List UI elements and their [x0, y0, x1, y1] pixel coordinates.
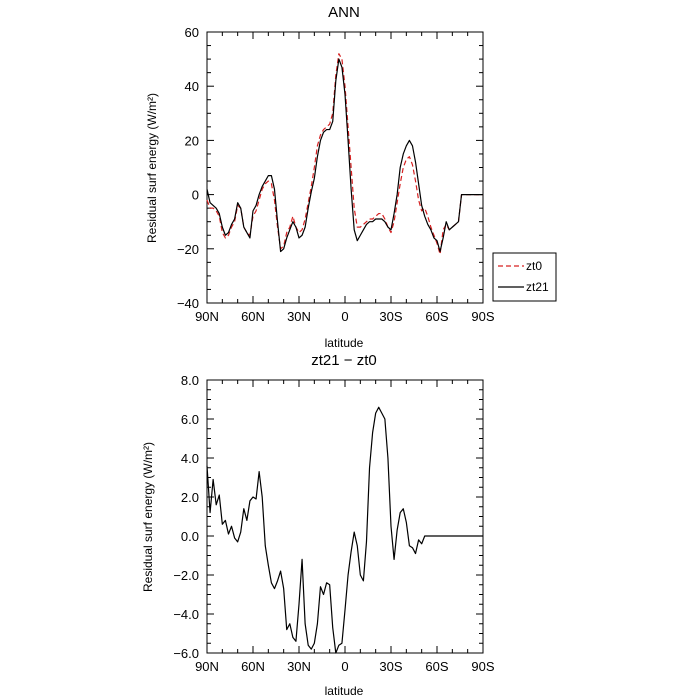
bottom-chart-title: zt21 − zt0 — [311, 352, 376, 369]
bottom-chart-series-line-0 — [206, 406, 483, 654]
bottom-chart-lines — [206, 406, 483, 654]
bottom-chart-x-tick-label: 60S — [425, 659, 448, 674]
top-chart-x-tick-label: 30N — [287, 309, 311, 324]
top-chart-y-tick-label: 60 — [185, 25, 199, 40]
bottom-chart-x-tick-label: 30N — [287, 659, 311, 674]
legend-box — [492, 252, 557, 302]
top-chart: ANN 90N 60N 30N 0 30S 60S 90S −40 −20 0 20 40 60 la… — [145, 4, 557, 350]
top-chart-x-tick-label: 0 — [341, 309, 348, 324]
bottom-chart-x-tick-label: 30S — [379, 659, 402, 674]
top-chart-lines — [206, 53, 483, 255]
bottom-chart-y-tick-label: 4.0 — [181, 451, 199, 466]
top-chart-x-tick-label: 90S — [471, 309, 494, 324]
top-chart-series-zt0 — [206, 53, 483, 255]
legend-label-zt21: zt21 — [526, 280, 549, 294]
top-chart-x-tick-label: 60S — [425, 309, 448, 324]
top-chart-y-ticks: −40 −20 0 20 40 60 — [177, 25, 483, 311]
bottom-chart-x-ticks: 90N 60N 30N 0 30S 60S 90S — [195, 380, 495, 674]
bottom-chart-x-label: latitude — [325, 684, 364, 698]
bottom-chart-x-tick-label: 90N — [195, 659, 219, 674]
bottom-chart: zt21 − zt0 90N 60N 30N 0 30S 60S 90S −6.0−4.0−… — [141, 352, 495, 698]
top-chart-y-tick-label: 40 — [185, 79, 199, 94]
legend-label-zt0: zt0 — [526, 259, 542, 273]
bottom-chart-y-ticks: −6.0 −4.0 −2.0 0.0 2.0 4.0 6.0 8.0 — [173, 373, 483, 661]
top-chart-y-tick-label: 0 — [192, 188, 199, 203]
top-chart-x-tick-label: 30S — [379, 309, 402, 324]
bottom-chart-x-tick-label: 60N — [241, 659, 265, 674]
bottom-chart-x-tick-label: 0 — [341, 659, 348, 674]
top-chart-y-tick-label: −20 — [177, 242, 199, 257]
top-chart-frame — [206, 31, 484, 304]
bottom-chart-y-label: Residual surf energy (W/m²) — [141, 442, 155, 592]
bottom-chart-y-tick-label: −4.0 — [173, 607, 199, 622]
top-chart-y-tick-label: −40 — [177, 296, 199, 311]
top-chart-x-tick-label: 90N — [195, 309, 219, 324]
bottom-chart-y-tick-label: −6.0 — [173, 646, 199, 661]
bottom-chart-y-tick-label: 0.0 — [181, 529, 199, 544]
top-chart-x-ticks: 90N 60N 30N 0 30S 60S 90S — [195, 32, 495, 324]
bottom-chart-x-tick-label: 90S — [471, 659, 494, 674]
top-chart-series-zt21 — [206, 58, 483, 253]
top-chart-y-label: Residual surf energy (W/m²) — [145, 93, 159, 243]
legend: zt0 zt21 — [492, 252, 557, 302]
top-chart-title: ANN — [328, 4, 360, 21]
top-chart-y-tick-label: 20 — [185, 133, 199, 148]
bottom-chart-y-tick-label: −2.0 — [173, 568, 199, 583]
bottom-chart-y-tick-label: 2.0 — [181, 490, 199, 505]
bottom-chart-y-tick-label: 6.0 — [181, 412, 199, 427]
bottom-chart-y-tick-label: 8.0 — [181, 373, 199, 388]
top-chart-x-tick-label: 60N — [241, 309, 265, 324]
top-chart-x-label: latitude — [325, 336, 364, 350]
